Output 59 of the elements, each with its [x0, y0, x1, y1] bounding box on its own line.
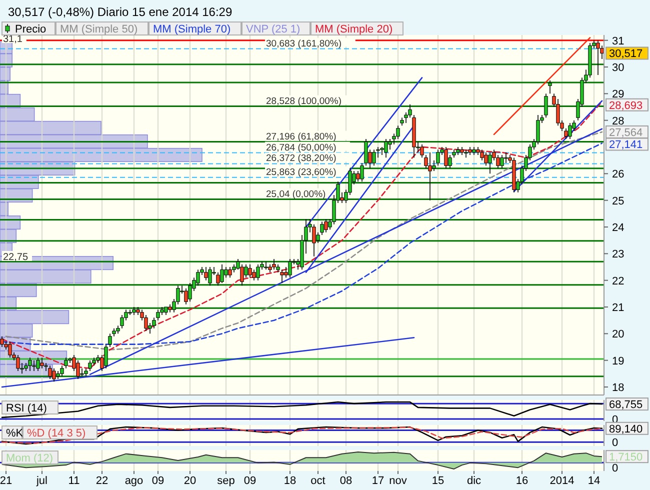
text: 0	[612, 437, 618, 450]
x-tick-label: 14	[588, 475, 600, 487]
x-tick-label: 09	[152, 475, 164, 487]
series-label: Mom (12)	[6, 452, 54, 464]
y-tick-label: 23	[612, 248, 624, 261]
y-tick-label: 25	[612, 195, 624, 208]
x-tick-label: 22	[96, 475, 108, 487]
x-tick-label: 16	[516, 475, 528, 487]
y-tick-label: 29	[612, 88, 624, 101]
legend-label: Precio	[15, 24, 46, 36]
annotation: 22,75	[3, 252, 28, 263]
y-tick-label: 18	[612, 382, 624, 394]
x-tick-label: nov	[389, 475, 408, 487]
x-tick-label: sep	[217, 475, 235, 487]
x-tick-label: dic	[466, 475, 482, 487]
x-tick-label: 2014	[550, 475, 574, 487]
series-label: %D (14 3 5)	[27, 428, 86, 440]
text: 27,564	[609, 126, 643, 139]
text: MM (Simple 20)	[315, 24, 393, 36]
ref-line-label: 30,683 (161,80%)	[266, 38, 342, 50]
x-tick-label: 15	[432, 475, 444, 487]
x-tick-label: ago	[124, 475, 144, 487]
ref-line-label: 25,863 (23,60%)	[266, 166, 336, 178]
text: 0	[612, 462, 618, 475]
x-tick-label: 08	[340, 475, 352, 487]
text: 28,693	[609, 100, 643, 112]
x-tick-label: 09	[244, 475, 256, 487]
ref-line-label: 25,04 (0,00%)	[266, 188, 326, 200]
x-tick-label: jul	[35, 475, 48, 487]
series-label: RSI (14)	[6, 402, 47, 414]
x-tick-label: 17	[372, 475, 384, 487]
text: MM (Simple 70)	[153, 24, 231, 36]
x-tick-label: oct	[310, 475, 326, 487]
text: 30,517	[609, 48, 643, 60]
ref-line-label: 28,528 (100,00%)	[266, 96, 342, 107]
y-tick-label: 19	[612, 355, 624, 368]
x-tick-label: 21	[0, 475, 12, 487]
series-label: %K	[6, 428, 24, 440]
text: VNP (25 1)	[246, 24, 300, 36]
x-tick-label: 18	[284, 475, 296, 487]
text: 27,141	[609, 139, 643, 152]
ref-line-label: 27,196 (61,80%)	[266, 131, 336, 142]
chart-title: 30,517 (-0,48%) Diario 15 ene 2014 16:29	[8, 5, 232, 19]
ref-line-label: 26,372 (38,20%)	[266, 153, 336, 164]
y-tick-label: 21	[612, 302, 624, 314]
y-tick-label: 20	[612, 328, 624, 341]
y-tick-label: 24	[612, 222, 624, 234]
y-tick-label: 28	[612, 115, 624, 128]
text: 1,7150	[609, 452, 643, 464]
ref-line-label: 26,784 (50,00%)	[266, 142, 336, 154]
y-tick-label: 22	[612, 275, 624, 288]
x-tick-label: 11	[68, 475, 80, 487]
text: 68,755	[609, 399, 643, 412]
y-tick-label: 31	[612, 35, 624, 48]
text: 89,140	[609, 423, 643, 436]
x-tick-label: 20	[184, 475, 196, 487]
y-tick-label: 30	[612, 62, 624, 74]
text: MM (Simple 50)	[60, 24, 138, 36]
y-tick-label: 26	[612, 168, 624, 181]
